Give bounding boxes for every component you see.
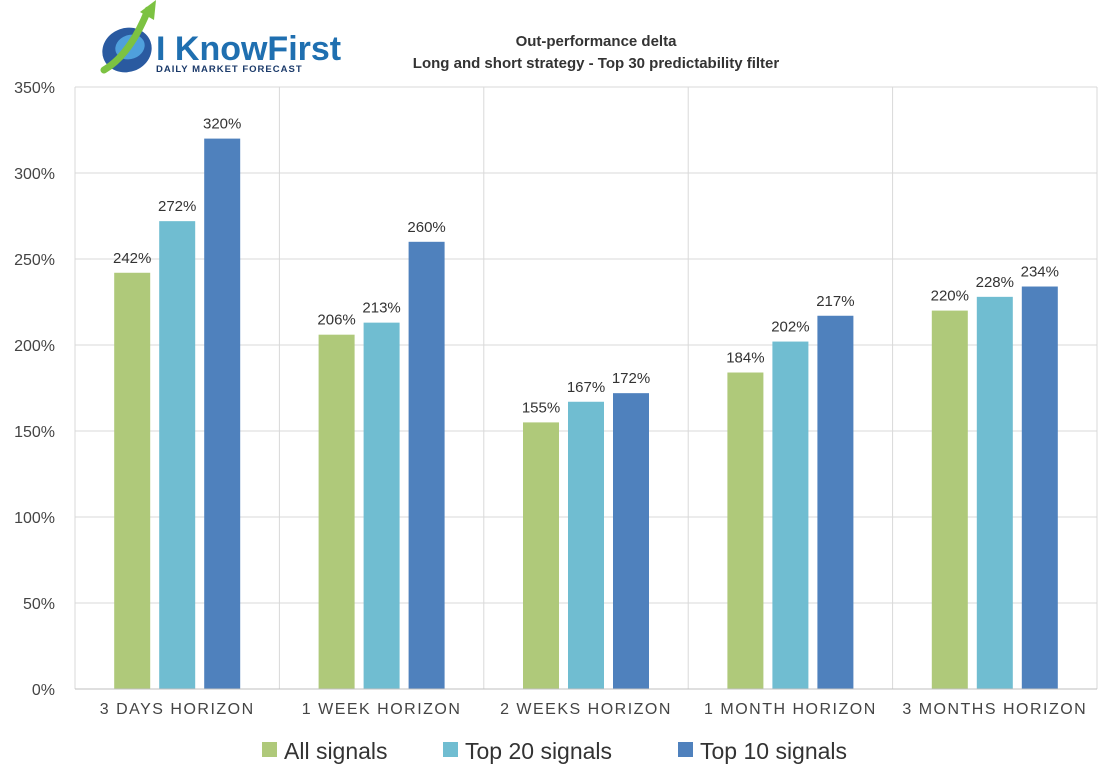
bar: [204, 138, 241, 690]
x-category-label: 3 MONTHS HORIZON: [902, 701, 1087, 718]
legend-swatch: [443, 742, 458, 757]
y-tick-label: 350%: [14, 80, 55, 97]
logo: I KnowFirst Daily Market Forecast: [100, 0, 341, 75]
bar: [727, 372, 764, 689]
legend-swatch: [678, 742, 693, 757]
bar-value-label: 213%: [362, 300, 400, 317]
bar-value-label: 220%: [931, 288, 969, 305]
data-labels: 242% 272% 320% 206% 213% 260% 155% 167% 172% 184%…: [113, 116, 1059, 417]
bar: [318, 334, 355, 689]
bar: [772, 341, 809, 689]
legend-label: All signals: [284, 738, 388, 764]
chart-title: Out-performance delta: [516, 33, 678, 50]
bar: [568, 401, 604, 689]
y-axis: 0% 50% 100% 150% 200% 250% 300% 350%: [14, 80, 55, 699]
y-tick-label: 300%: [14, 166, 55, 183]
bar-value-label: 234%: [1021, 264, 1059, 281]
bar-value-label: 184%: [726, 350, 764, 367]
bar-value-label: 206%: [317, 312, 355, 329]
legend-swatch: [262, 742, 277, 757]
legend-label: Top 10 signals: [700, 738, 847, 764]
chart-subtitle: Long and short strategy - Top 30 predict…: [413, 55, 780, 72]
bar-value-label: 272%: [158, 198, 196, 215]
x-category-label: 2 WEEKS HORIZON: [500, 701, 672, 718]
bar-value-label: 320%: [203, 116, 241, 133]
y-tick-label: 100%: [14, 510, 55, 527]
legend-label: Top 20 signals: [465, 738, 612, 764]
bar: [408, 241, 445, 690]
bar-value-label: 228%: [976, 274, 1014, 291]
bar-value-label: 242%: [113, 250, 151, 267]
bar: [931, 310, 968, 689]
bar-value-label: 155%: [522, 399, 560, 416]
legend: All signals Top 20 signals Top 10 signals: [262, 738, 847, 764]
x-axis: 3 DAYS HORIZON 1 WEEK HORIZON 2 WEEKS HORI…: [75, 688, 1097, 718]
bars: [114, 138, 1058, 690]
y-tick-label: 0%: [32, 682, 55, 699]
bar-value-label: 167%: [567, 379, 605, 396]
bar: [363, 322, 400, 689]
x-category-label: 3 DAYS HORIZON: [100, 701, 255, 718]
y-tick-label: 250%: [14, 252, 55, 269]
bar-value-label: 260%: [407, 219, 445, 236]
bar: [523, 422, 559, 689]
y-tick-label: 50%: [23, 596, 55, 613]
logo-tagline: Daily Market Forecast: [156, 64, 303, 75]
y-tick-label: 200%: [14, 338, 55, 355]
x-category-label: 1 WEEK HORIZON: [302, 701, 462, 718]
bar: [1021, 286, 1058, 689]
logo-globe-icon: [100, 0, 156, 74]
bar: [114, 272, 151, 689]
bar: [613, 393, 649, 689]
bar: [976, 296, 1013, 689]
bar-value-label: 217%: [816, 293, 854, 310]
bar: [817, 315, 854, 689]
bar-value-label: 202%: [771, 319, 809, 336]
y-tick-label: 150%: [14, 424, 55, 441]
bar-value-label: 172%: [612, 370, 650, 387]
bar: [159, 221, 196, 689]
logo-name: I KnowFirst: [156, 30, 341, 68]
x-category-label: 1 MONTH HORIZON: [704, 701, 877, 718]
